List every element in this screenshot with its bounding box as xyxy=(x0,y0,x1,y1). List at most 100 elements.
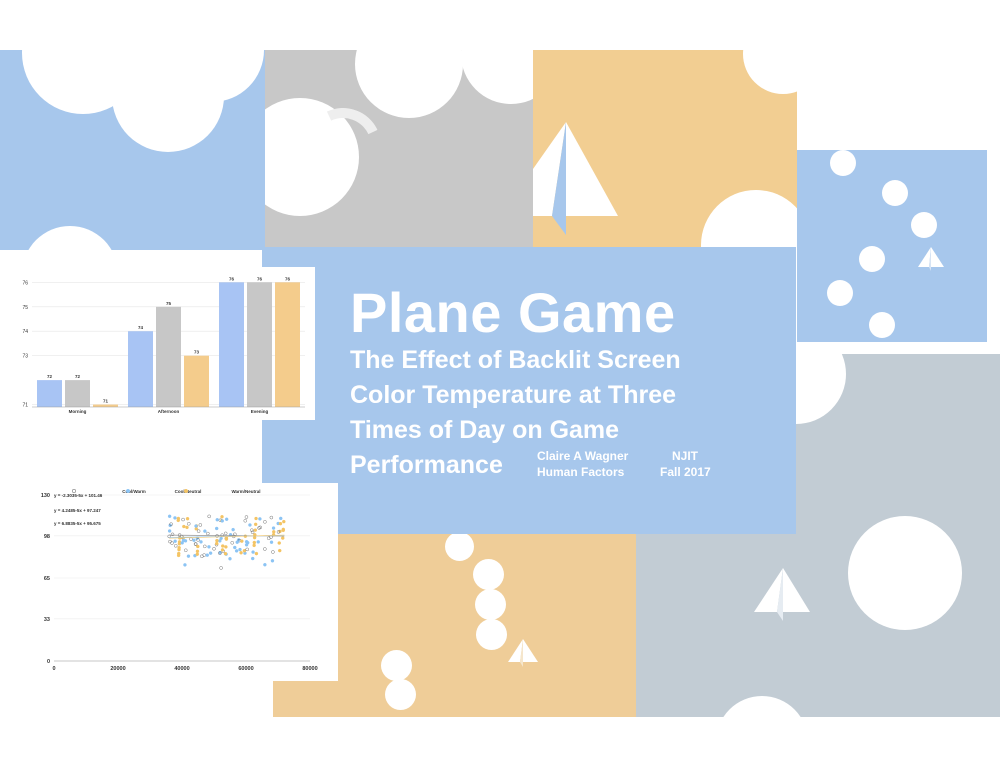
scatter-point xyxy=(203,544,207,549)
bar-chart: 76 75 74 73 71 72 72 71 Morning 74 75 73 Afternoon 76… xyxy=(22,276,305,414)
bar-value-label: 74 xyxy=(138,325,144,330)
scatter-point xyxy=(206,531,210,536)
bar-value-label: 76 xyxy=(257,276,263,281)
bar-value-label: 75 xyxy=(166,301,172,306)
bubble-icon xyxy=(476,619,507,650)
scatter-point xyxy=(177,551,181,556)
bar xyxy=(37,380,62,407)
y-tick-label: 98 xyxy=(44,534,50,540)
bar xyxy=(65,380,90,407)
scatter-point xyxy=(194,527,199,531)
x-tick-label: Evening xyxy=(251,409,269,414)
y-tick-label: 75 xyxy=(22,305,28,311)
scatter-point xyxy=(220,548,225,552)
scatter-point xyxy=(183,563,187,567)
scatter-point xyxy=(215,541,219,546)
x-tick-label: 80000 xyxy=(302,666,317,672)
scatter-point xyxy=(185,516,190,521)
scatter-chart-card: 130 98 65 33 0 0 20000 40000 60000 80000 Cool/Warm… xyxy=(0,483,338,681)
scatter-point xyxy=(173,516,177,520)
bar-chart-card: 76 75 74 73 71 72 72 71 Morning 74 75 73 Afternoon 76… xyxy=(0,267,315,420)
scatter-point xyxy=(281,536,285,540)
scatter-point xyxy=(221,544,225,548)
scatter-point xyxy=(278,548,282,553)
scatter-point xyxy=(207,514,211,519)
x-tick-label: 60000 xyxy=(238,666,253,672)
bubble-icon xyxy=(355,50,463,118)
trendline xyxy=(169,534,285,539)
scatter-point xyxy=(195,549,200,554)
bubble-icon xyxy=(827,280,853,306)
scatter-point xyxy=(242,549,247,553)
bubble-icon xyxy=(461,50,533,104)
scatter-point xyxy=(263,547,267,551)
bubble-icon xyxy=(869,312,895,338)
scatter-point xyxy=(252,540,257,545)
scatter-point xyxy=(186,554,191,558)
scatter-point xyxy=(252,543,256,548)
slide-subtitle: The Effect of Backlit Screen Color Tempe… xyxy=(350,346,681,479)
scatter-point xyxy=(279,516,283,521)
bar xyxy=(128,331,153,407)
bar xyxy=(219,282,244,407)
y-tick-label: 65 xyxy=(44,576,50,582)
scatter-point xyxy=(240,539,244,543)
scatter-point xyxy=(193,542,198,546)
scatter-point xyxy=(244,539,249,544)
scatter-point xyxy=(218,551,222,555)
trendline-equation: y = -2.3035-5x + 101.46 xyxy=(54,493,103,498)
bubble-icon xyxy=(848,516,962,630)
bubble-icon xyxy=(265,98,359,216)
scatter-point xyxy=(271,526,276,530)
scatter-point xyxy=(212,547,216,551)
scatter-point xyxy=(266,536,271,540)
y-tick-label: 0 xyxy=(47,659,50,665)
scatter-point xyxy=(244,515,249,519)
scatter-point xyxy=(228,557,232,561)
scatter-point xyxy=(263,562,267,567)
scatter-point xyxy=(253,522,258,527)
title-panel: Plane Game The Effect of Backlit Screen … xyxy=(262,247,796,534)
scatter-point xyxy=(254,551,259,556)
scatter-point xyxy=(250,528,254,532)
scatter-point xyxy=(169,522,173,526)
scatter-point xyxy=(245,547,249,552)
bar-value-label: 72 xyxy=(47,374,53,379)
scatter-point xyxy=(234,549,239,553)
scatter-point xyxy=(170,532,175,537)
paper-plane-icon xyxy=(508,639,538,667)
scatter-point xyxy=(207,545,211,549)
scatter-point xyxy=(173,539,177,543)
bg-tile-slate xyxy=(636,354,1000,717)
y-tick-label: 71 xyxy=(22,403,28,409)
x-tick-label: 40000 xyxy=(174,666,189,672)
x-tick-label: 20000 xyxy=(110,666,125,672)
scatter-point xyxy=(189,537,193,541)
scatter-point xyxy=(253,528,258,532)
bar-value-label: 72 xyxy=(75,374,81,379)
paper-plane-icon xyxy=(754,568,810,621)
bubble-icon xyxy=(22,226,118,250)
legend-label: Cool/Neutral xyxy=(175,489,202,494)
scatter-point xyxy=(272,530,276,534)
bubble-icon xyxy=(859,246,885,272)
scatter-point xyxy=(223,551,228,556)
y-tick-label: 74 xyxy=(22,329,28,335)
bg-tile-orange xyxy=(533,50,797,247)
x-tick-label: Morning xyxy=(69,409,87,414)
x-tick-label: Afternoon xyxy=(158,409,180,414)
scatter-point xyxy=(277,541,281,545)
bg-tile-gray xyxy=(265,50,533,247)
bubble-icon xyxy=(475,589,506,620)
bar xyxy=(247,282,272,407)
scatter-point xyxy=(258,517,262,521)
scatter-point xyxy=(250,530,255,534)
bubble-icon xyxy=(473,559,504,590)
bubble-icon xyxy=(882,180,908,206)
bg-tile-blue-small xyxy=(797,150,987,342)
bubble-icon xyxy=(830,150,856,176)
scatter-point xyxy=(180,541,184,545)
scatter-point xyxy=(251,550,255,554)
scatter-point xyxy=(196,529,201,533)
bubble-icon xyxy=(743,50,797,94)
